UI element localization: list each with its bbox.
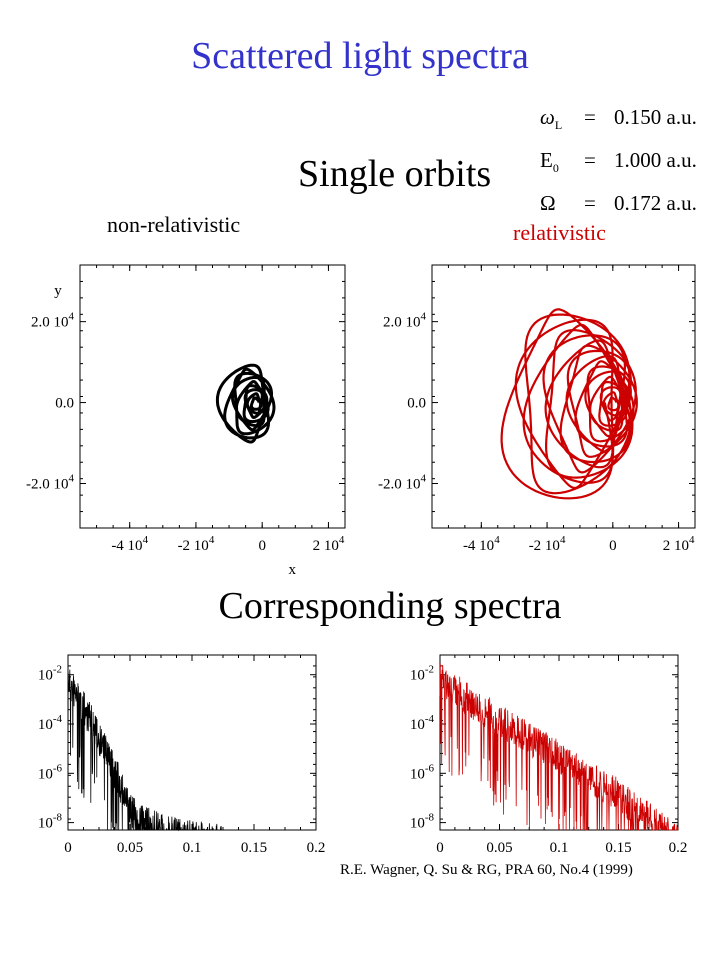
x-axis-label: x <box>288 562 296 578</box>
chart-orbit-rel: -4 104 -2 104 0 2 104 2.0 104 0.0 -2.0 104 <box>378 264 696 554</box>
x-tick-label: 0.2 <box>307 840 326 856</box>
y-tick-label: 10-8 <box>38 812 63 832</box>
x-tick-label: 0.15 <box>241 840 267 856</box>
parameter-symbol: ω <box>540 105 555 129</box>
plot-frame <box>431 264 696 529</box>
label-non-relativistic: non-relativistic <box>107 212 241 237</box>
parameter-row: ωL = 0.150 a.u. <box>540 100 697 143</box>
chart-spectrum-nonrel: 0 0.05 0.1 0.15 0.2 10-2 10-4 10-6 10-8 <box>38 654 326 856</box>
parameter-equals: = <box>584 148 596 173</box>
x-tick-label: 0 <box>64 840 72 856</box>
x-tick-label: -4 104 <box>111 534 148 554</box>
x-tick-label: 0.2 <box>669 840 688 856</box>
x-tick-label: 0 <box>258 538 266 554</box>
spectrum-trace <box>67 669 230 832</box>
parameter-value: 1.000 a.u. <box>614 148 697 173</box>
x-tick-label: 0 <box>436 840 444 856</box>
x-tick-label: 0.1 <box>183 840 202 856</box>
y-axis-label: y <box>54 283 62 299</box>
y-tick-label: -2.0 104 <box>26 472 75 492</box>
parameter-equals: = <box>584 191 596 216</box>
parameter-equals: = <box>584 105 596 129</box>
parameter-subscript: L <box>554 118 563 133</box>
x-tick-label: -4 104 <box>463 534 500 554</box>
parameter-box: ωL = 0.150 a.u. E0 = 1.000 a.u. Ω = 0.172 a.u. <box>540 100 697 230</box>
y-tick-label: 10-4 <box>38 713 63 733</box>
section-heading-orbits: Single orbits <box>298 153 492 195</box>
y-tick-label: 10-2 <box>38 664 62 684</box>
x-tick-label: 0.05 <box>486 840 512 856</box>
chart-spectrum-rel: 0 0.05 0.1 0.15 0.2 10-2 10-4 10-6 10-8 <box>410 654 688 856</box>
plot-frame <box>79 264 346 529</box>
y-tick-label: 0.0 <box>55 396 74 412</box>
x-tick-label: -2 104 <box>529 534 566 554</box>
parameter-value: 0.150 a.u. <box>614 105 697 129</box>
y-tick-label: 10-6 <box>38 762 63 782</box>
y-tick-label: 10-8 <box>410 812 435 832</box>
citation: R.E. Wagner, Q. Su & RG, PRA 60, No.4 (1… <box>340 862 633 878</box>
y-tick-label: 2.0 104 <box>383 311 427 331</box>
x-tick-label: 0.15 <box>605 840 631 856</box>
x-tick-label: 2 104 <box>663 534 695 554</box>
y-tick-label: 0.0 <box>407 396 426 412</box>
parameter-symbol: Ω <box>540 191 556 216</box>
orbit-trajectory <box>215 363 276 444</box>
parameter-symbol: E <box>540 148 553 173</box>
y-tick-label: 10-2 <box>410 664 434 684</box>
parameter-subscript: 0 <box>552 161 559 176</box>
y-tick-label: 10-4 <box>410 713 435 733</box>
parameter-value: 0.172 a.u. <box>614 191 697 216</box>
spectrum-trace <box>439 663 679 831</box>
x-tick-label: 0 <box>609 538 617 554</box>
x-tick-label: -2 104 <box>178 534 215 554</box>
slide-title: Scattered light spectra <box>191 35 529 77</box>
x-tick-label: 2 104 <box>313 534 345 554</box>
orbit-trajectory <box>500 308 638 500</box>
x-tick-label: 0.05 <box>117 840 143 856</box>
y-tick-label: 2.0 104 <box>31 311 75 331</box>
x-tick-label: 0.1 <box>550 840 569 856</box>
y-tick-label: 10-6 <box>410 762 435 782</box>
parameter-row: E0 = 1.000 a.u. <box>540 143 697 186</box>
label-relativistic: relativistic <box>513 220 606 245</box>
parameter-row: Ω = 0.172 a.u. <box>540 186 697 229</box>
y-tick-label: -2.0 104 <box>378 472 427 492</box>
section-heading-spectra: Corresponding spectra <box>218 585 562 627</box>
chart-orbit-nonrel: -4 104 -2 104 0 2 104 2.0 104 0.0 -2.0 104 x y <box>26 264 346 578</box>
